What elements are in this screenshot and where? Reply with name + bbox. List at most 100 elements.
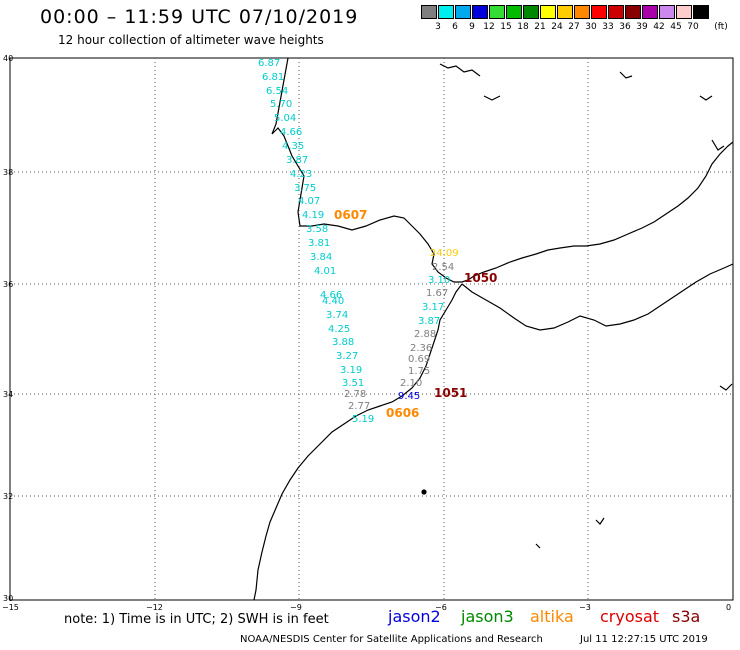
legend-swatch — [574, 5, 590, 19]
swh-value: 3.75 — [294, 183, 317, 194]
legend-bin-label: 30 — [585, 22, 597, 32]
sat-label-cryosat: cryosat — [600, 607, 660, 626]
legend-swatch — [557, 5, 573, 19]
longitude-label: −3 — [579, 603, 591, 612]
legend-bin-label: 42 — [653, 22, 665, 32]
legend-bin-label: 6 — [452, 22, 458, 32]
longitude-label: −9 — [290, 603, 302, 612]
swh-value: 2.77 — [348, 401, 371, 412]
swh-value: 3.58 — [306, 224, 329, 235]
longitude-label: −12 — [146, 603, 163, 612]
legend-bin-label: 45 — [670, 22, 682, 32]
swh-value: 4.23 — [290, 169, 313, 180]
credit-line: NOAA/NESDIS Center for Satellite Applica… — [240, 634, 543, 645]
legend-swatch — [659, 5, 675, 19]
legend-swatch — [506, 5, 522, 19]
pass-time-label: 0606 — [386, 406, 420, 420]
swh-value: 1.75 — [408, 366, 431, 377]
coast-fragment — [439, 63, 481, 77]
longitude-label: −15 — [2, 603, 19, 612]
swh-value: 3.74 — [326, 310, 349, 321]
legend-bin-label: 18 — [517, 22, 529, 32]
map-frame — [9, 57, 734, 601]
latitude-label: 40 — [3, 54, 14, 63]
swh-value: 2.54 — [432, 262, 455, 273]
swh-value: 4.25 — [328, 324, 351, 335]
swh-value: 3.84 — [310, 252, 333, 263]
swh-value: 6.87 — [258, 58, 281, 69]
coast-morocco — [253, 283, 463, 601]
legend-bin-label: 21 — [534, 22, 546, 32]
swh-value: 2.10 — [400, 378, 423, 389]
swh-value: 3.87 — [286, 155, 309, 166]
legend-swatch — [642, 5, 658, 19]
legend-bin-label: 27 — [568, 22, 580, 32]
swh-value: 4.66 — [320, 290, 343, 301]
swh-value: 5.70 — [270, 99, 293, 110]
pass-time-label: 0607 — [334, 208, 368, 222]
legend-bin-label: 36 — [619, 22, 631, 32]
map-title: 00:00 – 11:59 UTC 07/10/2019 — [40, 6, 359, 28]
swh-value: 2.36 — [410, 343, 433, 354]
coast-fragment — [595, 517, 605, 525]
coast-iberia — [271, 57, 475, 283]
swh-value: 5.04 — [274, 113, 297, 124]
latitude-label: 36 — [3, 280, 14, 289]
sat-label-jason3: jason3 — [461, 607, 514, 626]
latitude-label: 30 — [3, 594, 14, 603]
swh-value: 4.40 — [322, 296, 345, 307]
swh-value: 0.69 — [408, 354, 431, 365]
swh-value: 1.67 — [426, 288, 449, 299]
latitude-label: 34 — [3, 390, 14, 399]
coast-fragment — [535, 543, 541, 549]
sat-label-s3a: s3a — [672, 607, 701, 626]
legend-swatch — [523, 5, 539, 19]
swh-value: 3.17 — [422, 302, 445, 313]
coast-spain-med — [473, 141, 734, 277]
swh-value: 3.19 — [340, 365, 363, 376]
legend-unit: (ft) — [714, 22, 728, 32]
footer-note: note: 1) Time is in UTC; 2) SWH is in fe… — [64, 612, 329, 627]
island-marker — [421, 489, 427, 495]
graticule — [10, 58, 733, 600]
swh-value: 4.35 — [282, 141, 305, 152]
coast-fragment — [699, 95, 713, 101]
coastline — [253, 57, 734, 601]
swh-value: 3.88 — [332, 337, 355, 348]
swh-value: 4.01 — [314, 266, 337, 277]
legend-bin-label: 24 — [551, 22, 563, 32]
swh-value: 2.88 — [414, 329, 437, 340]
legend-swatch — [472, 5, 488, 19]
coast-fragment — [483, 95, 501, 101]
legend-swatch — [540, 5, 556, 19]
swh-value: 6.81 — [262, 72, 285, 83]
swh-value: 2.78 — [344, 389, 367, 400]
swh-value: 3.10 — [428, 275, 451, 286]
latitude-label: 38 — [3, 168, 14, 177]
legend-swatch — [421, 5, 437, 19]
legend-swatch — [455, 5, 471, 19]
latitude-label: 32 — [3, 492, 14, 501]
legend-swatch — [438, 5, 454, 19]
map-subtitle: 12 hour collection of altimeter wave hei… — [58, 33, 324, 47]
swh-value: 3.27 — [336, 351, 359, 362]
legend-swatch — [489, 5, 505, 19]
coast-fragment — [719, 383, 733, 391]
longitude-label: −6 — [435, 603, 447, 612]
swh-value: 6.54 — [266, 86, 289, 97]
coast-fragment — [711, 139, 725, 151]
sat-label-jason2: jason2 — [388, 607, 441, 626]
longitude-label: 0 — [726, 603, 732, 612]
legend-bin-label: 3 — [435, 22, 441, 32]
swh-value: 4.19 — [302, 210, 325, 221]
generated-timestamp: Jul 11 12:27:15 UTC 2019 — [580, 634, 708, 645]
legend-bin-label: 33 — [602, 22, 614, 32]
pass-time-label: 1050 — [464, 271, 498, 285]
coast-africa-med — [461, 263, 734, 331]
legend-bin-label: 39 — [636, 22, 648, 32]
swh-value: 3.51 — [342, 378, 365, 389]
pass-time-label: 1051 — [434, 386, 468, 400]
legend-swatch — [693, 5, 709, 19]
legend-bin-label: 12 — [483, 22, 495, 32]
